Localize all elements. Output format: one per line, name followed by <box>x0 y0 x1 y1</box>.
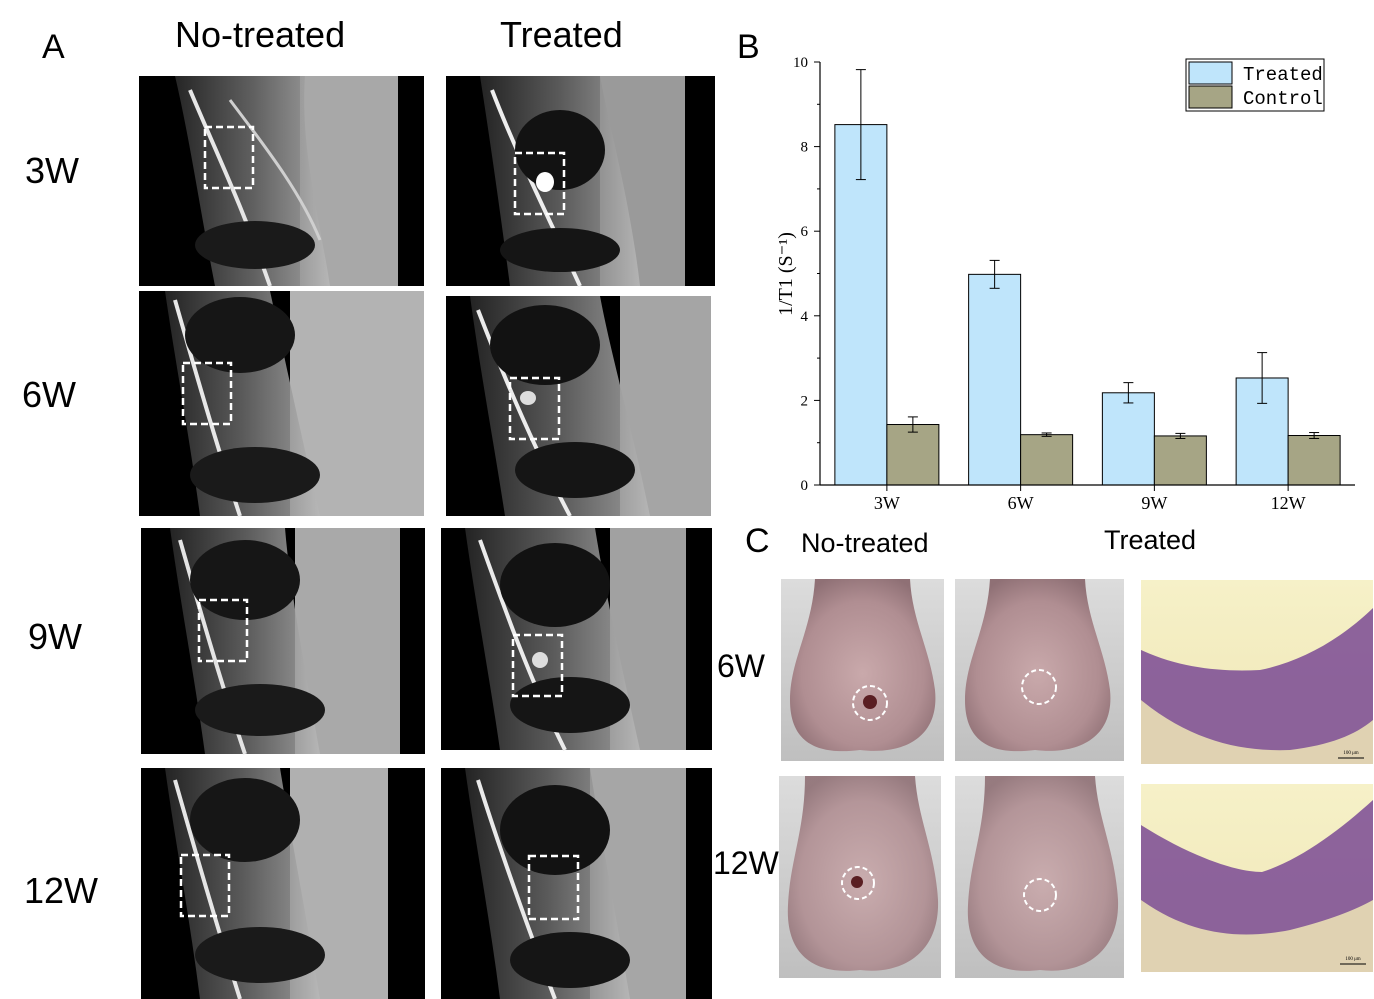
mri-3w-no-treated <box>139 76 424 287</box>
bar-chart: 0 2 4 6 8 10 3W 6W 9W 12W 1/T1 (S⁻¹) Treated Con… <box>775 55 1355 513</box>
error-bar-treated-3w <box>855 69 866 181</box>
bars-layer <box>834 124 1341 486</box>
mri-6w-treated <box>446 296 711 517</box>
bar-treated-9w <box>1101 392 1155 486</box>
y-tick-label-8: 8 <box>801 140 809 156</box>
error-bar-treated-6w <box>989 259 1000 289</box>
legend-swatch-treated <box>1188 61 1233 85</box>
mri-12w-treated <box>441 768 712 999</box>
legend: Treated Control <box>1185 58 1325 112</box>
y-axis-label: 1/T1 (S⁻¹) <box>775 232 797 316</box>
x-tick-label-3w: 3W <box>874 493 900 513</box>
error-bar-control-9w <box>1175 432 1186 439</box>
mri-3w-treated <box>446 76 715 287</box>
panel-a-row-12w: 12W <box>24 870 99 911</box>
error-bar-treated-12w <box>1257 352 1268 404</box>
y-tick-label-0: 0 <box>801 478 809 494</box>
panel-c-col-treated: Treated <box>1104 525 1197 555</box>
panel-a-row-3w: 3W <box>25 150 79 191</box>
specimen-12w-no-treated <box>779 776 941 978</box>
specimen-6w-no-treated <box>781 579 944 761</box>
scale-bar-label-6w: 100 μm <box>1343 751 1358 756</box>
bar-control-12w <box>1287 435 1341 486</box>
error-bar-control-3w <box>907 416 918 433</box>
panel-a-col-treated: Treated <box>500 14 623 55</box>
y-ticks-layer: 0 2 4 6 8 10 <box>793 55 820 494</box>
mri-9w-no-treated <box>141 528 425 755</box>
x-ticks-layer: 3W 6W 9W 12W <box>874 485 1306 513</box>
panel-b-letter: B <box>737 28 760 66</box>
mri-6w-no-treated <box>139 291 424 517</box>
legend-label-control: Control <box>1243 88 1323 110</box>
mri-image-grid <box>139 76 715 999</box>
specimen-6w-treated <box>955 579 1124 761</box>
error-bar-control-12w <box>1309 432 1320 439</box>
x-tick-label-9w: 9W <box>1141 493 1167 513</box>
bar-treated-6w <box>968 273 1022 486</box>
specimen-12w-treated <box>955 776 1124 978</box>
bar-treated-3w <box>834 124 888 486</box>
x-tick-label-6w: 6W <box>1008 493 1034 513</box>
panel-c-letter: C <box>745 522 770 560</box>
panel-a-row-9w: 9W <box>28 616 82 657</box>
panel-a-row-6w: 6W <box>22 374 76 415</box>
error-bar-control-6w <box>1041 432 1052 437</box>
legend-swatch-control <box>1188 85 1233 109</box>
panel-c-row-12w: 12W <box>713 845 779 881</box>
y-tick-label-2: 2 <box>801 393 809 409</box>
mri-9w-treated <box>441 528 712 751</box>
x-tick-label-12w: 12W <box>1271 493 1306 513</box>
error-bar-treated-9w <box>1123 382 1134 404</box>
mri-12w-no-treated <box>141 768 425 999</box>
y-tick-label-4: 4 <box>801 309 809 325</box>
y-tick-label-10: 10 <box>793 55 808 71</box>
scale-bar-label-12w: 100 μm <box>1345 957 1360 962</box>
histology-6w-treated: 100 μm <box>1141 580 1373 764</box>
panel-c-col-no-treated: No-treated <box>801 528 929 558</box>
panel-a-letter: A <box>42 28 65 66</box>
error-bars-layer <box>855 69 1320 439</box>
panel-c-row-6w: 6W <box>717 648 765 684</box>
panel-a-col-no-treated: No-treated <box>175 14 346 55</box>
legend-label-treated: Treated <box>1243 64 1323 86</box>
y-tick-label-6: 6 <box>801 224 809 240</box>
histology-12w-treated: 100 μm <box>1141 784 1373 972</box>
